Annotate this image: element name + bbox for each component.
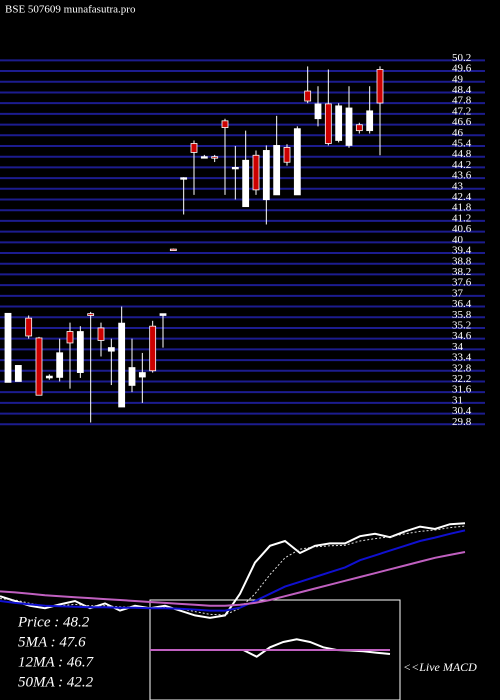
y-tick-label: 36.4 <box>452 298 472 310</box>
macd-title: <<Live MACD <box>403 660 477 674</box>
y-tick-label: 41.8 <box>452 202 472 214</box>
series-line <box>0 551 466 607</box>
series-line <box>0 529 466 612</box>
candle-body <box>283 147 291 163</box>
y-tick-label: 47.2 <box>452 105 471 117</box>
y-tick-label: 43 <box>452 180 464 192</box>
y-tick-label: 34.6 <box>452 330 472 342</box>
candle-body <box>87 313 95 316</box>
y-tick-label: 35.8 <box>452 309 472 321</box>
candle-body <box>180 177 188 180</box>
candle-body <box>25 317 33 337</box>
series-line <box>0 525 466 616</box>
candle-body <box>324 103 332 144</box>
stat-label: 5MA : 47.6 <box>18 634 86 650</box>
y-tick-label: 38.2 <box>452 266 471 278</box>
candle-body <box>128 367 136 386</box>
candle-body <box>252 154 260 191</box>
chart-title: BSE 507609 munafasutra.pro <box>5 4 136 16</box>
candle-body <box>221 120 229 129</box>
y-tick-label: 42.4 <box>452 191 472 203</box>
candle-body <box>149 325 157 372</box>
candle-body <box>66 331 74 344</box>
candle-body <box>200 156 208 159</box>
candle-body <box>97 327 105 341</box>
candle-body <box>293 128 301 196</box>
candle-body <box>138 372 146 378</box>
candle-body <box>107 347 115 352</box>
candle-body <box>273 145 281 196</box>
y-tick-label: 49.6 <box>452 63 472 75</box>
candle-body <box>376 69 384 104</box>
y-tick-label: 45.4 <box>452 138 472 150</box>
candle-body <box>366 110 374 132</box>
y-tick-label: 30.4 <box>452 405 472 417</box>
candle-body <box>76 331 84 373</box>
candle-body <box>190 143 198 153</box>
candle-body <box>355 124 363 132</box>
candle-body <box>335 105 343 141</box>
candle-body <box>211 156 219 159</box>
y-tick-label: 41.2 <box>452 212 471 224</box>
y-tick-label: 50.2 <box>452 52 471 64</box>
candle-body <box>159 313 167 316</box>
stat-label: Price : 48.2 <box>17 614 90 630</box>
y-tick-label: 32.8 <box>452 362 472 374</box>
y-tick-label: 34 <box>452 341 464 353</box>
y-tick-label: 31.6 <box>452 384 472 396</box>
y-tick-label: 47.8 <box>452 95 472 107</box>
candle-body <box>169 248 177 252</box>
candle-body <box>304 90 312 102</box>
candle-body <box>262 150 270 201</box>
y-tick-label: 44.2 <box>452 159 471 171</box>
y-tick-label: 49 <box>452 73 464 85</box>
y-tick-label: 46 <box>452 127 464 139</box>
candle-body <box>35 337 43 396</box>
y-tick-label: 33.4 <box>452 352 472 364</box>
candle-body <box>45 375 53 379</box>
y-tick-label: 38.8 <box>452 255 472 267</box>
candle-body <box>345 107 353 146</box>
candle-body <box>314 103 322 120</box>
candle-body <box>14 365 22 382</box>
y-tick-label: 40 <box>452 234 464 246</box>
y-tick-label: 43.6 <box>452 170 472 182</box>
y-tick-label: 39.4 <box>452 245 472 257</box>
y-tick-label: 35.2 <box>452 319 471 331</box>
y-tick-label: 46.6 <box>452 116 472 128</box>
y-tick-label: 44.8 <box>452 148 472 160</box>
y-tick-label: 48.4 <box>452 84 472 96</box>
candle-body <box>231 166 239 170</box>
candle-body <box>56 352 64 378</box>
y-tick-label: 40.6 <box>452 223 472 235</box>
y-tick-label: 37 <box>452 287 464 299</box>
candle-body <box>242 159 250 208</box>
candle-body <box>118 322 126 408</box>
stat-label: 12MA : 46.7 <box>18 654 95 670</box>
stat-label: 50MA : 42.2 <box>18 674 94 690</box>
y-tick-label: 32.2 <box>452 373 471 385</box>
y-tick-label: 37.6 <box>452 277 472 289</box>
candle-body <box>4 312 12 383</box>
y-tick-label: 31 <box>452 394 463 406</box>
y-tick-label: 29.8 <box>452 416 472 428</box>
